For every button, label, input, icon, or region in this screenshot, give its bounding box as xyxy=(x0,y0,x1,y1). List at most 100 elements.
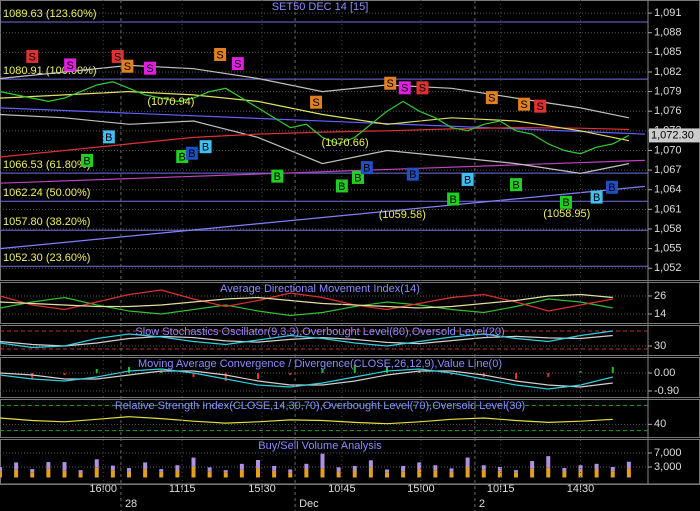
y-tick-label: 1,076 xyxy=(654,105,682,117)
signal-box xyxy=(185,146,198,160)
volume-bar xyxy=(30,469,35,473)
signal-box xyxy=(143,61,156,75)
signal-label: B xyxy=(202,142,209,154)
x-tick-label: 10:45 xyxy=(328,483,356,495)
y-tick-label: 1,085 xyxy=(654,46,682,58)
volume-bar xyxy=(143,469,148,478)
x-tick-label: 15:00 xyxy=(407,483,435,495)
volume-bar xyxy=(610,466,615,472)
volume-bar xyxy=(320,468,325,478)
y-tick-label: 1,052 xyxy=(654,262,682,274)
panel-title: Slow Stochastics Oscillator(9,3,3),Overb… xyxy=(135,326,504,338)
volume-bar xyxy=(46,468,51,478)
volume-bar xyxy=(94,459,99,468)
volume-bar xyxy=(352,470,357,478)
volume-bar xyxy=(481,465,486,470)
signal-box xyxy=(26,49,39,63)
volume-bar xyxy=(239,463,244,470)
y-tick-label: 1,061 xyxy=(654,203,682,215)
x-tick-label: 11:15 xyxy=(169,483,196,495)
volume-bar xyxy=(594,463,599,470)
y-tick-label: 1,055 xyxy=(654,243,682,255)
volume-bar xyxy=(449,471,454,478)
volume-bar xyxy=(530,461,535,469)
signal-label: B xyxy=(83,155,90,167)
annotation: (1070.94) xyxy=(147,96,194,108)
signal-label: S xyxy=(216,49,223,61)
volume-bar xyxy=(0,466,2,472)
panel-title: Buy/Sell Volume Analysis xyxy=(258,440,382,452)
volume-bar xyxy=(304,463,309,470)
signal-box xyxy=(406,167,419,181)
y-tick-label: 1,091 xyxy=(654,7,682,19)
panel-title: SET50 DEC 14 [15] xyxy=(272,1,369,13)
series-line xyxy=(0,107,646,135)
signal-box xyxy=(398,81,411,95)
signal-box xyxy=(111,49,124,63)
signal-label: S xyxy=(114,51,121,63)
histogram-bar xyxy=(128,367,130,373)
date-label: Dec xyxy=(299,498,319,510)
volume-bar xyxy=(14,462,19,470)
signal-label: S xyxy=(234,59,241,71)
level-label: 1089.63 (123.60%) xyxy=(3,8,97,20)
signal-label: B xyxy=(274,171,281,183)
volume-bar xyxy=(546,467,551,478)
histogram-bar xyxy=(515,373,517,379)
y-tick-label: 40 xyxy=(654,418,666,430)
volume-bar xyxy=(110,470,115,478)
signal-box xyxy=(199,140,212,154)
volume-bar xyxy=(159,471,164,478)
signal-box xyxy=(102,130,115,144)
signal-box xyxy=(590,190,603,204)
annotation: (1058.95) xyxy=(543,208,590,220)
level-label: 1062.24 (50.00%) xyxy=(3,187,90,199)
histogram-bar xyxy=(289,373,292,375)
signal-box xyxy=(64,58,77,72)
signal-box xyxy=(310,95,323,109)
histogram-bar xyxy=(386,367,388,373)
volume-bar xyxy=(127,468,131,472)
volume-bar xyxy=(578,465,583,471)
volume-bar xyxy=(578,470,583,478)
last-price-box xyxy=(649,128,700,143)
volume-bar xyxy=(62,462,67,471)
volume-bar xyxy=(336,467,341,472)
volume-bar xyxy=(78,470,83,473)
y-tick-label: 7,000 xyxy=(654,447,682,459)
volume-bar xyxy=(481,469,486,478)
signal-label: S xyxy=(124,61,131,73)
volume-bar xyxy=(14,469,19,478)
histogram-bar xyxy=(224,373,227,381)
volume-bar xyxy=(272,465,277,471)
signal-label: S xyxy=(537,101,544,113)
signal-box xyxy=(510,178,522,192)
volume-bar xyxy=(497,466,502,471)
level-label: 1052.30 (23.60%) xyxy=(3,252,90,264)
signal-label: S xyxy=(520,99,527,111)
signal-label: B xyxy=(449,194,456,206)
level-label: 1080.91 (100.00%) xyxy=(3,65,97,77)
volume-bar xyxy=(594,469,599,478)
signal-box xyxy=(81,153,94,167)
volume-bar xyxy=(514,470,518,473)
volume-bar xyxy=(30,472,35,478)
signal-box xyxy=(384,76,397,90)
signal-box xyxy=(360,161,373,175)
volume-bar xyxy=(207,467,212,472)
volume-bar xyxy=(465,466,470,478)
histogram-bar xyxy=(611,367,614,373)
volume-bar xyxy=(401,465,406,472)
volume-bar xyxy=(46,462,51,469)
signal-label: B xyxy=(363,163,370,175)
volume-bar xyxy=(223,470,228,473)
y-tick-label: 1,064 xyxy=(654,184,682,196)
signal-box xyxy=(447,192,460,206)
volume-bar xyxy=(562,471,567,478)
series-line xyxy=(0,81,630,155)
y-tick-label: 30 xyxy=(654,340,666,352)
annotation: (1059.58) xyxy=(379,209,426,221)
volume-bar xyxy=(465,457,470,467)
